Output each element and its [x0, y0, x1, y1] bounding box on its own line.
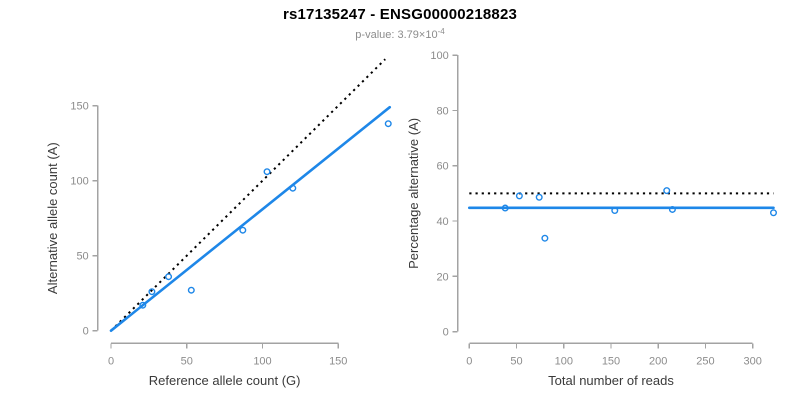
y-tick-label: 0: [443, 327, 449, 339]
data-point: [139, 301, 147, 309]
data-point: [384, 120, 392, 128]
data-point: [535, 193, 543, 201]
y-tick-label: 50: [76, 251, 88, 263]
y-tick-label: 60: [436, 161, 448, 173]
data-point: [663, 187, 671, 195]
x-tick-label: 0: [466, 355, 472, 367]
x-tick-label: 150: [602, 355, 620, 367]
y-tick-label: 0: [83, 326, 89, 338]
identity-line: [110, 58, 386, 332]
y-tick-label: 80: [436, 105, 448, 117]
data-point: [187, 286, 195, 294]
data-point: [165, 273, 173, 281]
x-tick-label: 50: [181, 355, 193, 367]
percentage-vs-reads-scatter: 0 20 40 60 80 100 0 50 100 150 200 250 300 Total numb…: [406, 50, 777, 388]
x-tick-label: 100: [253, 355, 271, 367]
data-point: [541, 234, 549, 242]
x-tick-label: 150: [329, 355, 347, 367]
x-tick-label: 0: [108, 355, 114, 367]
y-tick-label: 20: [436, 271, 448, 283]
data-point: [515, 192, 523, 200]
data-point: [289, 184, 297, 192]
data-point: [611, 207, 619, 215]
y-axis-label: Alternative allele count (A): [45, 142, 60, 294]
x-axis-label: Reference allele count (G): [149, 373, 301, 388]
x-tick-label: 300: [744, 355, 762, 367]
data-point: [668, 205, 676, 213]
y-tick-label: 100: [430, 50, 448, 62]
x-axis-label: Total number of reads: [548, 373, 674, 388]
y-tick-label: 40: [436, 216, 448, 228]
x-tick-label: 50: [510, 355, 522, 367]
x-tick-label: 250: [696, 355, 714, 367]
allele-counts-scatter: 0 50 100 150 0 50 100 150 Reference allele count…: [45, 58, 392, 388]
x-tick-label: 200: [649, 355, 667, 367]
fit-line: [109, 105, 392, 333]
data-point: [263, 168, 271, 176]
data-point: [239, 226, 247, 234]
data-point: [501, 204, 509, 212]
x-tick-label: 100: [555, 355, 573, 367]
data-point: [148, 288, 156, 296]
data-point: [769, 209, 777, 217]
y-tick-label: 100: [70, 176, 88, 188]
y-tick-label: 150: [70, 101, 88, 113]
y-axis-label: Percentage alternative (A): [406, 118, 421, 269]
